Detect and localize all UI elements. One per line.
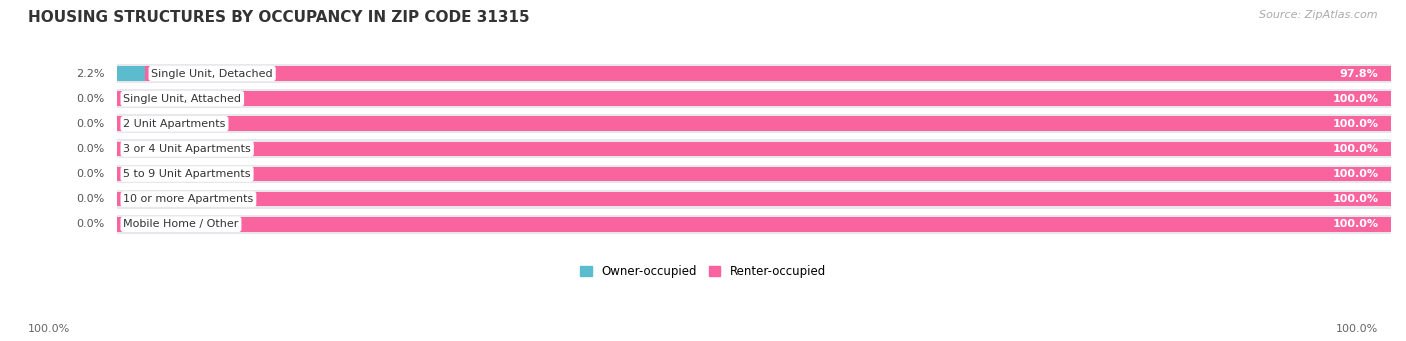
Text: 3 or 4 Unit Apartments: 3 or 4 Unit Apartments bbox=[124, 144, 252, 154]
Text: 100.0%: 100.0% bbox=[1333, 144, 1378, 154]
Text: 100.0%: 100.0% bbox=[1333, 119, 1378, 129]
Text: 100.0%: 100.0% bbox=[1333, 94, 1378, 104]
Text: 10 or more Apartments: 10 or more Apartments bbox=[124, 194, 253, 204]
Bar bbox=[117, 64, 1391, 83]
Text: 100.0%: 100.0% bbox=[1333, 194, 1378, 204]
Text: Mobile Home / Other: Mobile Home / Other bbox=[124, 219, 239, 229]
Bar bbox=[117, 139, 1391, 158]
Bar bbox=[117, 217, 1391, 232]
Text: 0.0%: 0.0% bbox=[76, 219, 104, 229]
Text: 0.0%: 0.0% bbox=[76, 169, 104, 179]
Bar bbox=[117, 142, 1391, 156]
Text: 0.0%: 0.0% bbox=[76, 119, 104, 129]
Text: 2.2%: 2.2% bbox=[76, 69, 104, 78]
Legend: Owner-occupied, Renter-occupied: Owner-occupied, Renter-occupied bbox=[575, 261, 831, 283]
Text: 97.8%: 97.8% bbox=[1340, 69, 1378, 78]
Text: 100.0%: 100.0% bbox=[1336, 324, 1378, 334]
Text: Single Unit, Detached: Single Unit, Detached bbox=[152, 69, 273, 78]
Bar bbox=[117, 117, 1391, 131]
Text: 0.0%: 0.0% bbox=[76, 94, 104, 104]
Bar bbox=[145, 66, 1391, 81]
Bar bbox=[117, 215, 1391, 234]
Text: 5 to 9 Unit Apartments: 5 to 9 Unit Apartments bbox=[124, 169, 250, 179]
Bar bbox=[117, 114, 1391, 133]
Text: 100.0%: 100.0% bbox=[1333, 219, 1378, 229]
Text: 2 Unit Apartments: 2 Unit Apartments bbox=[124, 119, 226, 129]
Bar bbox=[117, 91, 1391, 106]
Text: 0.0%: 0.0% bbox=[76, 144, 104, 154]
Bar bbox=[117, 66, 145, 81]
Bar bbox=[117, 190, 1391, 209]
Text: Single Unit, Attached: Single Unit, Attached bbox=[124, 94, 242, 104]
Bar bbox=[117, 165, 1391, 183]
Bar bbox=[117, 167, 1391, 181]
Text: 0.0%: 0.0% bbox=[76, 194, 104, 204]
Bar bbox=[117, 89, 1391, 108]
Text: 100.0%: 100.0% bbox=[1333, 169, 1378, 179]
Bar bbox=[117, 192, 1391, 206]
Text: 100.0%: 100.0% bbox=[28, 324, 70, 334]
Text: Source: ZipAtlas.com: Source: ZipAtlas.com bbox=[1260, 10, 1378, 20]
Text: HOUSING STRUCTURES BY OCCUPANCY IN ZIP CODE 31315: HOUSING STRUCTURES BY OCCUPANCY IN ZIP C… bbox=[28, 10, 530, 25]
